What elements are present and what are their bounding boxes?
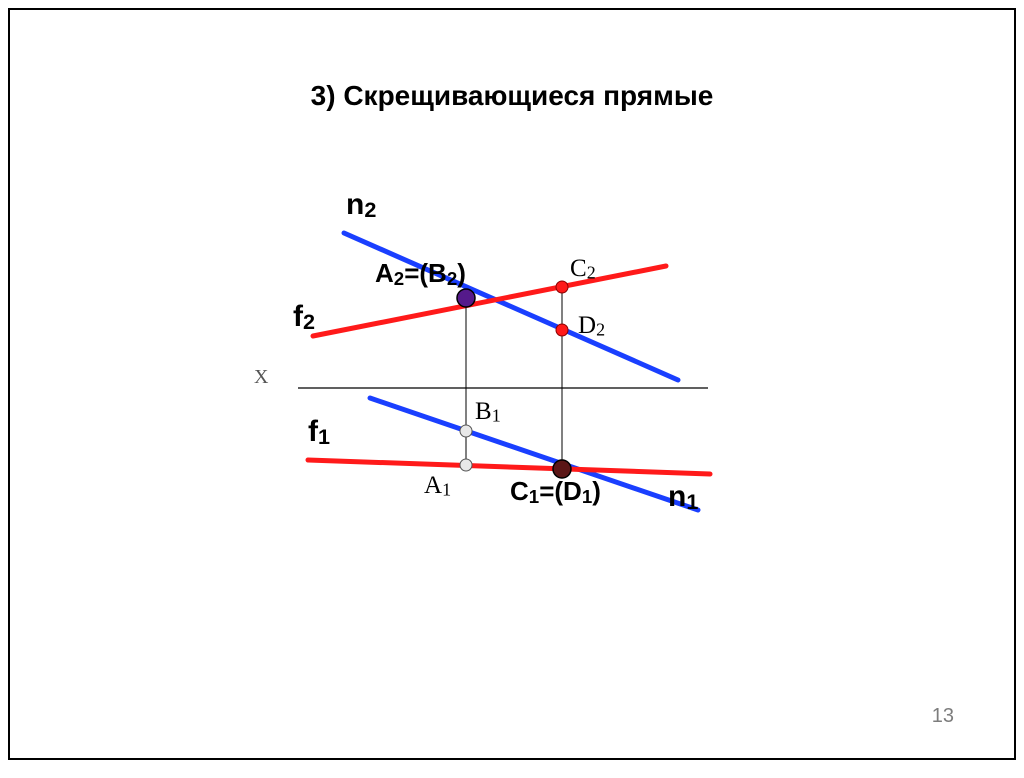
label-A1_lbl: A1: [424, 472, 451, 501]
point-B1: [460, 425, 472, 437]
line-n2: [344, 233, 678, 380]
label-D2_lbl: D2: [578, 312, 605, 341]
point-C2: [556, 281, 568, 293]
label-C1D1_lbl: C1=(D1): [510, 476, 601, 508]
label-A2B2_lbl: A2=(B2): [375, 258, 466, 290]
line-f1_bottom: [308, 460, 710, 474]
label-B1_lbl: B1: [475, 398, 501, 427]
label-X: X: [254, 366, 268, 389]
skew-lines-diagram: [10, 10, 1024, 778]
label-C2_lbl: C2: [570, 255, 596, 284]
page-number: 13: [932, 705, 954, 728]
point-A2B2: [457, 289, 475, 307]
point-A1: [460, 459, 472, 471]
point-D2: [556, 324, 568, 336]
line-f2_top: [313, 266, 666, 336]
slide-frame: 3) Скрещивающиеся прямые Xn2f2f1n1A2=(B2…: [8, 8, 1016, 760]
label-n2_lbl: n2: [346, 188, 376, 223]
label-f1_lbl: f1: [308, 415, 330, 450]
label-f2_lbl: f2: [293, 300, 315, 335]
label-n1_lbl: n1: [668, 480, 698, 515]
